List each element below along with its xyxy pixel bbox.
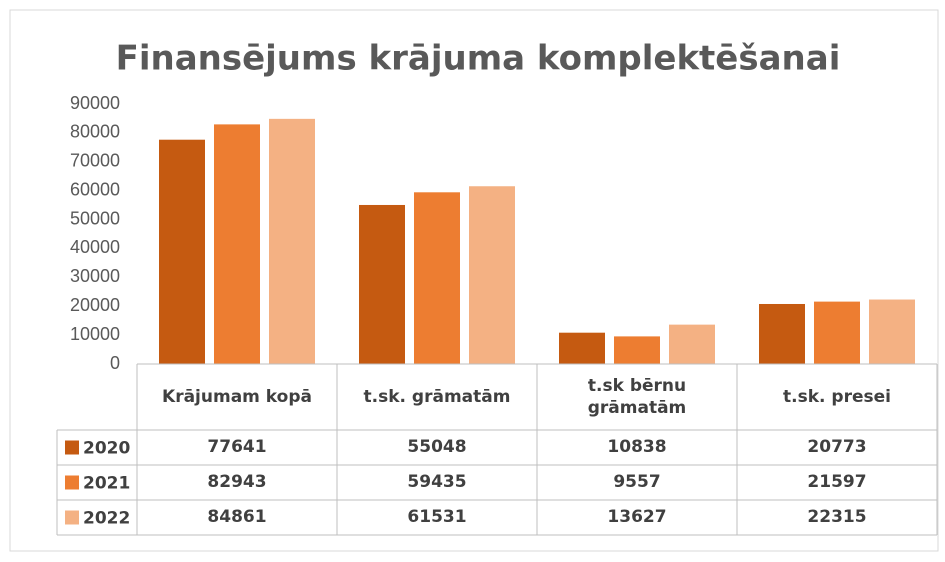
table-value: 82943 (207, 472, 267, 493)
y-tick-label: 20000 (70, 295, 120, 315)
table-value: 9557 (613, 472, 661, 493)
y-tick-label: 80000 (70, 122, 120, 142)
table-value-box: 22315 (807, 507, 867, 528)
table-value: 59435 (407, 472, 467, 493)
category-header: Krājumam kopā (162, 386, 312, 407)
table-value: 21597 (807, 472, 867, 493)
legend-label: 2022 (83, 509, 130, 529)
table-value-box: 9557 (613, 472, 661, 493)
table-value: 84861 (207, 507, 267, 528)
table-value-box: 21597 (807, 472, 867, 493)
table-value: 77641 (207, 437, 267, 458)
bar (414, 192, 460, 364)
bar (669, 324, 715, 364)
bar (559, 332, 605, 364)
table-value: 20773 (807, 437, 867, 458)
y-tick-label: 30000 (70, 266, 120, 286)
legend-label: 2020 (83, 439, 130, 459)
table-value-box: 77641 (207, 437, 267, 458)
table-value-box: 82943 (207, 472, 267, 493)
table-value-box: 55048 (407, 437, 467, 458)
bar (869, 299, 915, 364)
legend-key (65, 510, 79, 525)
bar (359, 204, 405, 364)
table-value-box: 59435 (407, 472, 467, 493)
table-value-box: 13627 (607, 507, 667, 528)
table-value: 10838 (607, 437, 667, 458)
bar (759, 303, 805, 364)
table-value-box: 10838 (607, 437, 667, 458)
table-value-box: 84861 (207, 507, 267, 528)
category-header-box: t.sk. grāmatām (363, 386, 511, 407)
category-header: t.sk bērnu grāmatām (587, 375, 687, 418)
category-header: t.sk. grāmatām (363, 386, 511, 407)
y-tick-label: 50000 (70, 208, 120, 228)
bar (269, 118, 315, 364)
bar (814, 301, 860, 364)
category-header-box: t.sk bērnu grāmatām (587, 375, 687, 418)
legend-key (65, 475, 79, 490)
category-header: t.sk. presei (783, 386, 891, 407)
category-header-box: t.sk. presei (783, 386, 891, 407)
bar (614, 336, 660, 364)
y-tick-label: 40000 (70, 237, 120, 257)
table-value-box: 61531 (407, 507, 467, 528)
table-value: 13627 (607, 507, 667, 528)
table-value: 61531 (407, 507, 467, 528)
y-tick-label: 0 (110, 353, 120, 373)
category-header-box: Krājumam kopā (162, 386, 312, 407)
table-value: 55048 (407, 437, 467, 458)
y-tick-label: 70000 (70, 151, 120, 171)
legend-key (65, 440, 79, 455)
y-tick-label: 60000 (70, 179, 120, 199)
chart-title: Finansējums krājuma komplektēšanai (116, 39, 841, 79)
table-value-box: 20773 (807, 437, 867, 458)
y-tick-label: 10000 (70, 324, 120, 344)
legend-label: 2021 (83, 474, 130, 494)
bar (214, 124, 260, 364)
y-tick-label: 90000 (70, 93, 120, 113)
table-value: 22315 (807, 507, 867, 528)
bar (159, 139, 205, 364)
bar (469, 186, 515, 364)
